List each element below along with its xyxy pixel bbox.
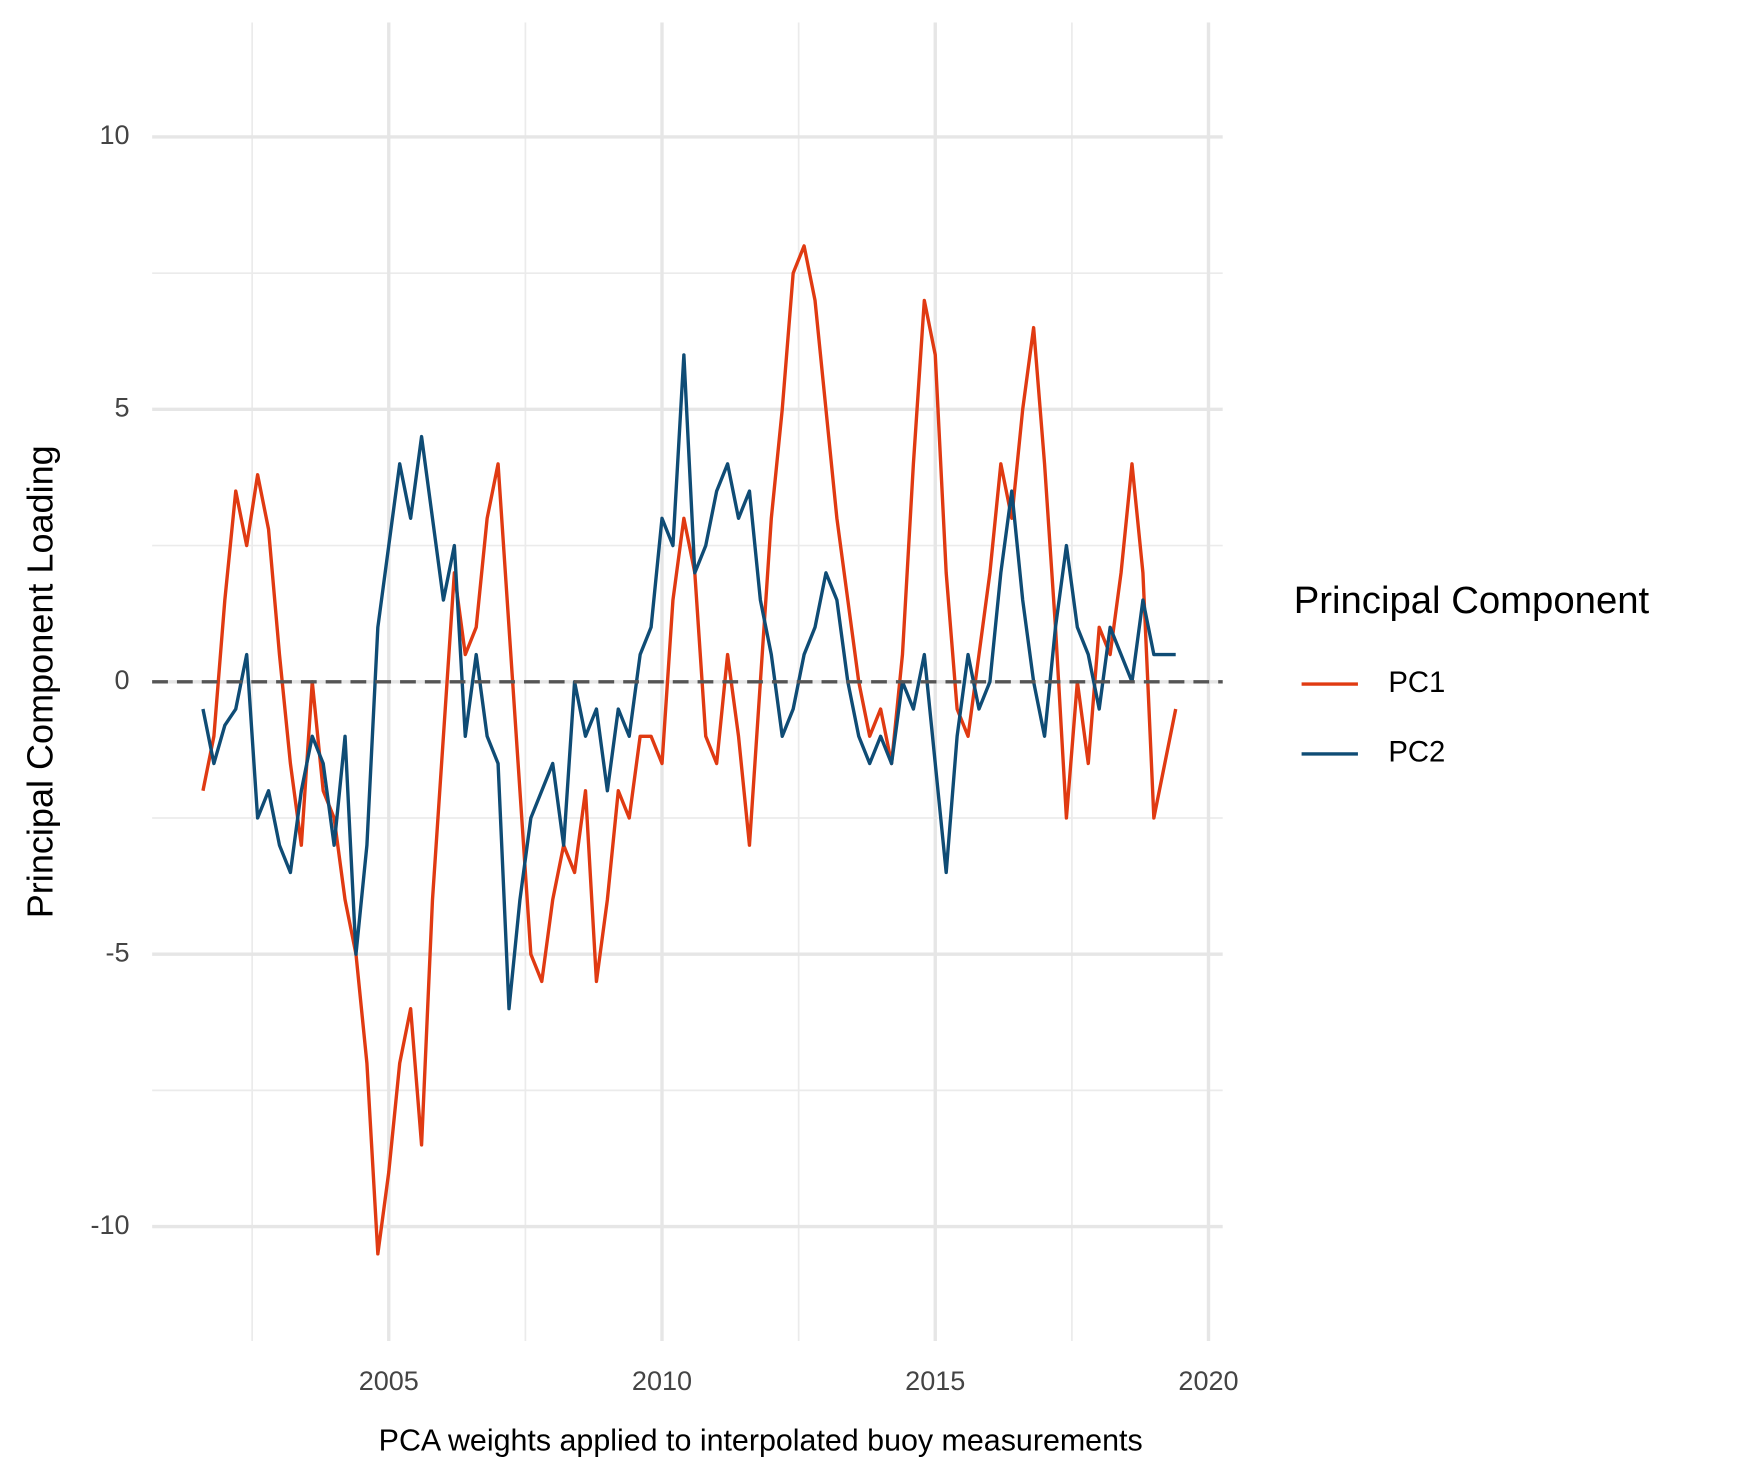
x-axis-title: PCA weights applied to interpolated buoy… — [379, 1423, 1143, 1457]
legend-title: Principal Component — [1294, 579, 1650, 622]
legend-label: PC2 — [1388, 736, 1445, 769]
y-tick-label: 10 — [100, 120, 130, 150]
y-tick-label: -5 — [106, 937, 130, 967]
y-tick-label: -10 — [91, 1210, 130, 1240]
series-line — [201, 353, 1176, 1011]
x-tick-label: 2005 — [359, 1366, 419, 1396]
x-tick-label: 2015 — [905, 1366, 965, 1396]
x-tick-label: 2010 — [632, 1366, 692, 1396]
y-tick-label: 5 — [115, 393, 130, 423]
legend-label: PC1 — [1388, 666, 1445, 699]
series-line — [201, 244, 1178, 1256]
y-tick-label: 0 — [115, 665, 130, 695]
y-axis-title: Principal Component Loading — [19, 445, 60, 918]
x-tick-label: 2020 — [1178, 1366, 1238, 1396]
